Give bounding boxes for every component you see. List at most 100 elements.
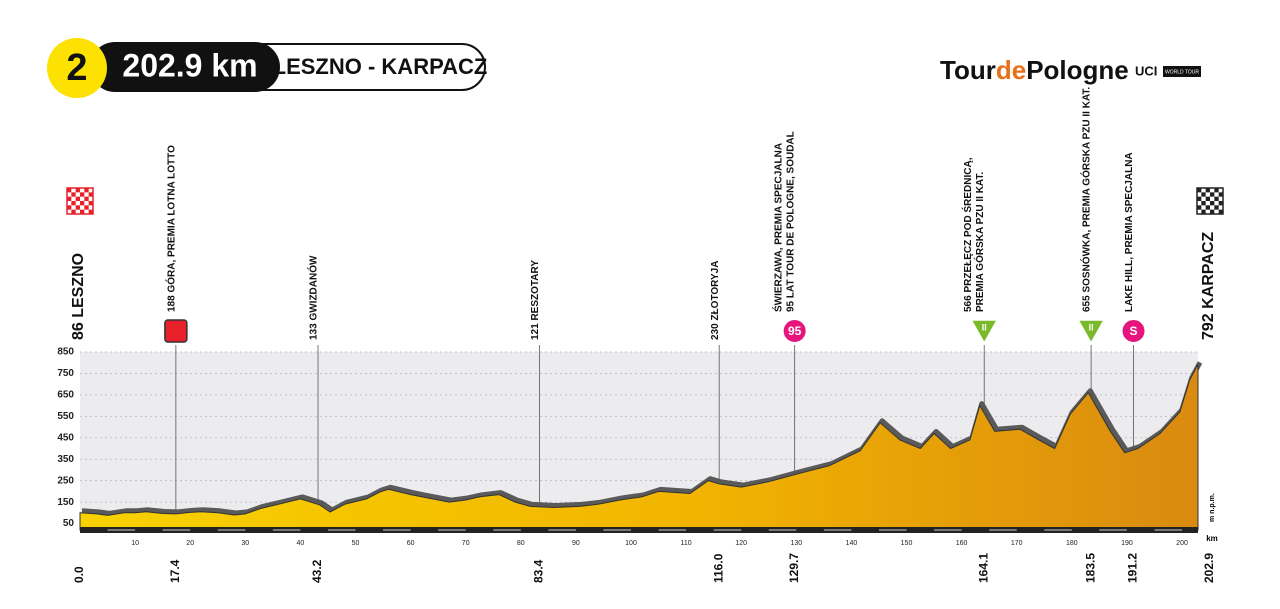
x-tick-segment bbox=[383, 529, 411, 531]
flag-check bbox=[80, 209, 85, 214]
x-tick-label: 110 bbox=[681, 540, 692, 547]
x-tick-label: 140 bbox=[846, 540, 858, 547]
logo-de: de bbox=[996, 55, 1026, 85]
x-tick-label: 150 bbox=[901, 540, 913, 547]
km-bar bbox=[80, 527, 1198, 533]
flag-check bbox=[71, 192, 76, 197]
km-label: 17.4 bbox=[168, 559, 182, 583]
flag-check bbox=[84, 188, 89, 193]
x-tick-segment bbox=[1154, 529, 1183, 531]
badge-text: 95 bbox=[788, 324, 802, 338]
x-tick-label: 180 bbox=[1066, 540, 1078, 547]
flag-check bbox=[1214, 188, 1219, 193]
flag-check bbox=[1218, 201, 1223, 206]
x-tick-label: 80 bbox=[517, 540, 525, 547]
x-tick-label: 120 bbox=[735, 540, 747, 547]
x-tick-segment bbox=[1099, 529, 1127, 531]
km-label: 83.4 bbox=[532, 559, 546, 583]
waypoint-label: 566 PRZEŁĘCZ POD ŚREDNICĄ, bbox=[961, 157, 974, 312]
badge bbox=[781, 318, 808, 344]
y-tick-label: 550 bbox=[57, 411, 74, 422]
y-tick-label: 750 bbox=[57, 368, 74, 379]
x-tick-label: 50 bbox=[352, 540, 360, 547]
world-tour: WORLD TOUR bbox=[1165, 69, 1199, 75]
km-label: 202.9 bbox=[1202, 553, 1216, 583]
y-tick-label: 850 bbox=[57, 347, 74, 358]
km-label: 183.5 bbox=[1083, 553, 1097, 583]
km-label: 116.0 bbox=[711, 553, 725, 583]
flag-check bbox=[67, 196, 72, 201]
x-tick-segment bbox=[1044, 529, 1072, 531]
flag-check bbox=[1210, 209, 1215, 214]
endpoint-label: 86 LESZNO bbox=[70, 253, 87, 340]
flag-check bbox=[1201, 201, 1206, 206]
x-tick-label: 200 bbox=[1176, 540, 1188, 547]
x-tick-label: 90 bbox=[572, 540, 580, 547]
flag-check bbox=[1210, 192, 1215, 197]
x-tick-segment bbox=[217, 529, 246, 531]
profile-shadow bbox=[81, 361, 1203, 516]
x-tick-label: 130 bbox=[790, 540, 802, 547]
stage-badge bbox=[47, 38, 107, 98]
logo-tour: Tour bbox=[940, 55, 996, 85]
x-tick-label: 20 bbox=[186, 540, 194, 547]
waypoint-label: 95 LAT TOUR DE POLOGNE, SOUDAL bbox=[785, 131, 796, 312]
flag-check bbox=[1201, 192, 1206, 197]
logo: TourdePologne bbox=[940, 55, 1129, 85]
stage-number: 2 bbox=[66, 47, 87, 89]
waypoint-label: 230 ZŁOTORYJA bbox=[710, 261, 721, 340]
km-label: 129.7 bbox=[787, 553, 801, 583]
y-tick-label: 650 bbox=[57, 390, 74, 401]
x-tick-label: 40 bbox=[297, 540, 305, 547]
stage-route: LESZNO - KARPACZ bbox=[273, 54, 488, 79]
flag-check bbox=[1197, 188, 1202, 193]
flag-check bbox=[88, 192, 93, 197]
x-tick-segment bbox=[107, 529, 136, 531]
km-label: 0.0 bbox=[72, 566, 86, 583]
flag-check bbox=[67, 188, 72, 193]
y-tick-label: 50 bbox=[63, 518, 75, 529]
flag-check bbox=[1201, 209, 1206, 214]
flag-check bbox=[1214, 205, 1219, 210]
y-unit: m n.p.m. bbox=[1209, 493, 1216, 522]
flag-check bbox=[88, 201, 93, 206]
flag-check bbox=[1197, 205, 1202, 210]
waypoint-label: PREMIA GÓRSKA PZU II KAT. bbox=[973, 172, 986, 312]
x-tick-segment bbox=[272, 529, 301, 531]
waypoint-label: LAKE HILL, PREMIA SPECJALNA bbox=[1124, 152, 1135, 312]
flag-check bbox=[75, 205, 80, 210]
x-tick-segment bbox=[989, 529, 1017, 531]
km-label: 164.1 bbox=[976, 553, 990, 583]
x-tick-segment bbox=[823, 529, 852, 531]
flag-check bbox=[71, 209, 76, 214]
flag-check bbox=[80, 201, 85, 206]
flag-check bbox=[1210, 201, 1215, 206]
x-tick-segment bbox=[878, 529, 907, 531]
flag-check bbox=[75, 196, 80, 201]
x-tick-segment bbox=[603, 529, 632, 531]
distance-pill bbox=[90, 42, 280, 92]
waypoint-label: 188 GÓRA, PREMIA LOTNA LOTTO bbox=[165, 145, 178, 312]
x-tick-label: 170 bbox=[1011, 540, 1023, 547]
x-tick-segment bbox=[438, 529, 466, 531]
flag-check bbox=[88, 209, 93, 214]
waypoint-label: 121 RESZOTARY bbox=[530, 260, 541, 340]
flag-check bbox=[1205, 196, 1210, 201]
x-tick-segment bbox=[327, 529, 356, 531]
x-tick-label: 60 bbox=[407, 540, 415, 547]
uci: UCI bbox=[1135, 63, 1157, 78]
flag-check bbox=[75, 188, 80, 193]
badge bbox=[164, 319, 188, 343]
x-tick-segment bbox=[768, 529, 797, 531]
x-tick-label: 100 bbox=[625, 540, 637, 547]
world-tour-box bbox=[1163, 66, 1201, 77]
x-tick-segment bbox=[162, 529, 191, 531]
y-tick-label: 350 bbox=[57, 454, 74, 465]
x-tick-label: 160 bbox=[956, 540, 968, 547]
flag-check bbox=[84, 196, 89, 201]
flag-check bbox=[1214, 196, 1219, 201]
x-tick-label: 30 bbox=[241, 540, 249, 547]
profile-area bbox=[79, 364, 1199, 531]
flag-check bbox=[1205, 205, 1210, 210]
